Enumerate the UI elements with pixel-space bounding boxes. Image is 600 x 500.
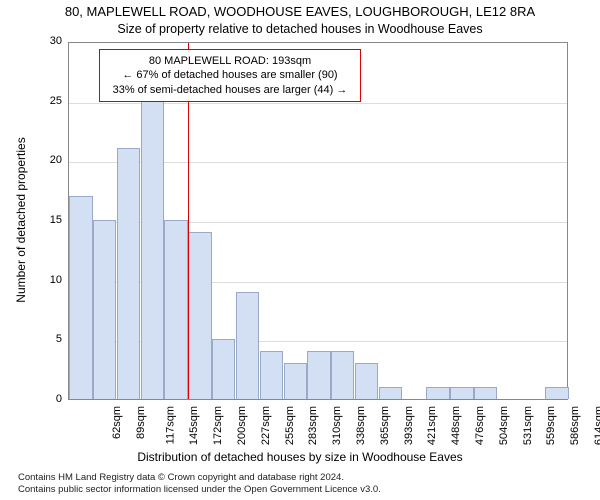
histogram-bar [355,363,378,399]
x-tick-label: 559sqm [546,406,558,445]
x-tick-label: 393sqm [403,406,415,445]
annotation-box: 80 MAPLEWELL ROAD: 193sqm← 67% of detach… [99,49,361,102]
x-tick-label: 172sqm [212,406,224,445]
x-tick-label: 586sqm [569,406,581,445]
x-tick-label: 227sqm [260,406,272,445]
y-tick-label: 10 [16,274,62,286]
histogram-bar [284,363,307,399]
x-tick-label: 310sqm [331,406,343,445]
y-tick-label: 0 [16,393,62,405]
x-tick-label: 200sqm [236,406,248,445]
x-tick-label: 365sqm [379,406,391,445]
histogram-bar [307,351,330,399]
histogram-bar [69,196,92,399]
x-tick-label: 283sqm [308,406,320,445]
histogram-bar [331,351,354,399]
histogram-bar [93,220,116,399]
x-tick-label: 504sqm [498,406,510,445]
x-tick-label: 62sqm [111,406,123,439]
histogram-bar [426,387,449,399]
histogram-bar [236,292,259,399]
y-tick-label: 30 [16,35,62,47]
x-tick-label: 448sqm [450,406,462,445]
x-tick-label: 117sqm [164,406,176,444]
x-tick-label: 614sqm [593,406,600,445]
x-axis-label: Distribution of detached houses by size … [0,450,600,464]
histogram-bar [188,232,211,399]
histogram-bar [141,101,164,399]
footer-line1: Contains HM Land Registry data © Crown c… [18,472,381,484]
footer-line2: Contains public sector information licen… [18,484,381,496]
histogram-bar [545,387,568,399]
annotation-line1: 80 MAPLEWELL ROAD: 193sqm [108,54,352,68]
y-tick-label: 15 [16,214,62,226]
x-tick-label: 338sqm [355,406,367,445]
x-tick-label: 531sqm [522,406,534,445]
chart-plot-area: 80 MAPLEWELL ROAD: 193sqm← 67% of detach… [68,42,568,400]
histogram-bar [260,351,283,399]
histogram-bar [379,387,402,399]
annotation-line2: ← 67% of detached houses are smaller (90… [108,68,352,82]
x-tick-label: 145sqm [188,406,200,445]
histogram-bar [450,387,473,399]
histogram-bar [117,148,140,399]
histogram-bar [212,339,235,399]
x-tick-label: 421sqm [427,406,439,445]
x-tick-label: 476sqm [474,406,486,445]
y-tick-label: 25 [16,95,62,107]
histogram-bar [164,220,187,399]
annotation-line3: 33% of semi-detached houses are larger (… [108,83,352,97]
footer-attribution: Contains HM Land Registry data © Crown c… [18,472,381,496]
page-title: 80, MAPLEWELL ROAD, WOODHOUSE EAVES, LOU… [0,4,600,19]
x-tick-label: 255sqm [284,406,296,445]
y-tick-label: 20 [16,154,62,166]
page-subtitle: Size of property relative to detached ho… [0,22,600,36]
y-tick-label: 5 [16,333,62,345]
x-tick-label: 89sqm [135,406,147,439]
histogram-bar [474,387,497,399]
